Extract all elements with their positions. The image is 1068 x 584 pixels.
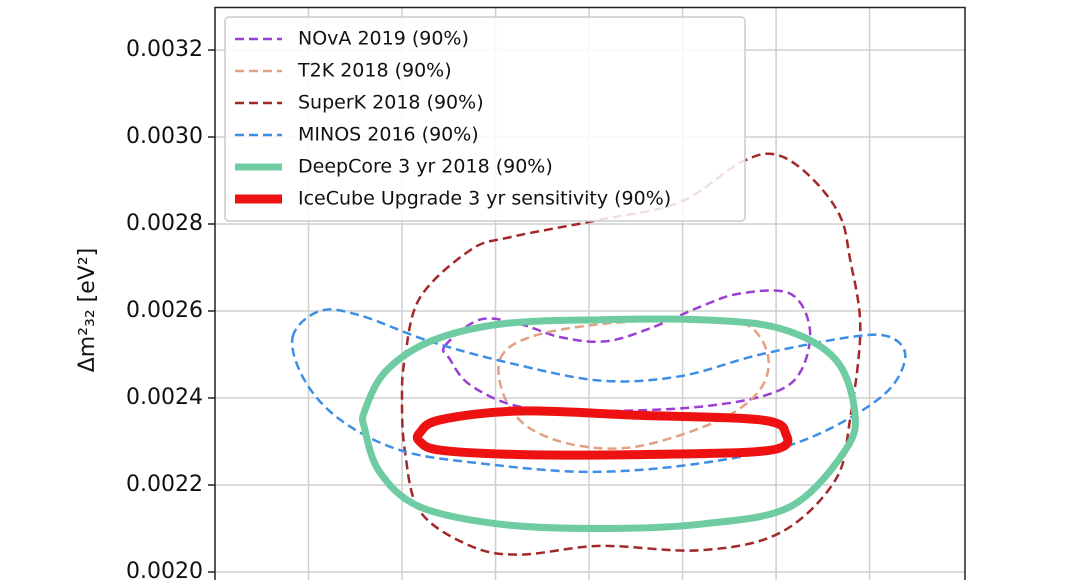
- y-tick-label: 0.0026: [126, 298, 203, 323]
- legend-label: SuperK 2018 (90%): [298, 92, 484, 114]
- legend-label: IceCube Upgrade 3 yr sensitivity (90%): [298, 188, 671, 210]
- y-tick-label: 0.0024: [126, 385, 203, 410]
- contour-line: [358, 315, 859, 532]
- contour-line: [497, 318, 770, 450]
- contour-line: [441, 289, 812, 413]
- legend-label: MINOS 2016 (90%): [298, 124, 479, 146]
- contour-line: [412, 406, 793, 460]
- legend-label: DeepCore 3 yr 2018 (90%): [298, 156, 553, 178]
- y-tick-label: 0.0030: [126, 124, 203, 149]
- legend-label: T2K 2018 (90%): [297, 60, 452, 82]
- contour-line: [290, 308, 907, 474]
- plot-frame: [214, 6, 966, 584]
- y-tick-label: 0.0020: [126, 559, 203, 580]
- legend-box: [224, 16, 746, 222]
- y-tick-label: 0.0032: [126, 37, 203, 62]
- legend-label: NOvA 2019 (90%): [298, 28, 469, 50]
- legend: NOvA 2019 (90%) T2K 2018 (90%) SuperK 2018…: [224, 16, 746, 222]
- y-tick-label: 0.0028: [126, 211, 203, 236]
- y-axis-label: Δm²₃₂ [eV²]: [75, 248, 100, 373]
- y-tick-label: 0.0022: [126, 472, 203, 497]
